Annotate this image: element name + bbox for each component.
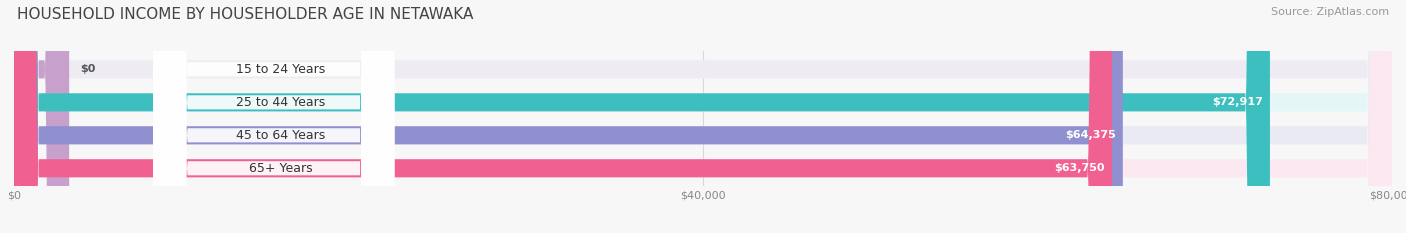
FancyBboxPatch shape [153, 0, 394, 233]
Text: HOUSEHOLD INCOME BY HOUSEHOLDER AGE IN NETAWAKA: HOUSEHOLD INCOME BY HOUSEHOLDER AGE IN N… [17, 7, 474, 22]
Text: Source: ZipAtlas.com: Source: ZipAtlas.com [1271, 7, 1389, 17]
Text: 15 to 24 Years: 15 to 24 Years [236, 63, 326, 76]
Text: $64,375: $64,375 [1066, 130, 1116, 140]
FancyBboxPatch shape [14, 0, 69, 233]
FancyBboxPatch shape [153, 0, 394, 233]
FancyBboxPatch shape [14, 0, 1392, 233]
Text: 45 to 64 Years: 45 to 64 Years [236, 129, 326, 142]
FancyBboxPatch shape [14, 0, 1392, 233]
FancyBboxPatch shape [14, 0, 1392, 233]
Text: 25 to 44 Years: 25 to 44 Years [236, 96, 326, 109]
FancyBboxPatch shape [153, 0, 394, 233]
Text: $0: $0 [80, 64, 96, 74]
FancyBboxPatch shape [14, 0, 1392, 233]
FancyBboxPatch shape [153, 0, 394, 233]
FancyBboxPatch shape [14, 0, 1112, 233]
Text: $72,917: $72,917 [1212, 97, 1263, 107]
FancyBboxPatch shape [14, 0, 1270, 233]
Text: $63,750: $63,750 [1054, 163, 1105, 173]
FancyBboxPatch shape [14, 0, 1123, 233]
Text: 65+ Years: 65+ Years [249, 162, 314, 175]
